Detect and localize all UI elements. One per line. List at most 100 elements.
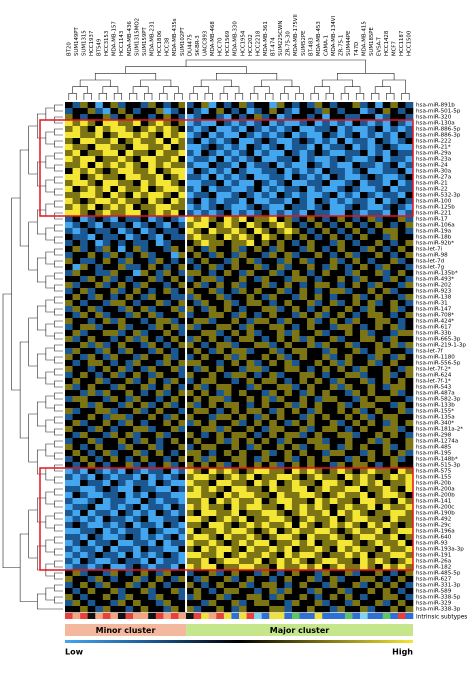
heatmap-cell xyxy=(314,474,323,481)
heatmap-cell xyxy=(367,198,376,205)
heatmap-cell xyxy=(367,456,376,463)
heatmap-cell xyxy=(87,588,96,595)
heatmap-cell xyxy=(95,534,104,541)
heatmap-cell xyxy=(65,264,73,271)
heatmap-cell xyxy=(102,330,111,337)
subtype-cell xyxy=(216,613,225,619)
heatmap-cell xyxy=(133,204,141,211)
heatmap-cell xyxy=(95,186,104,193)
heatmap-cell xyxy=(80,390,88,397)
heatmap-cell xyxy=(344,336,353,343)
heatmap-cell xyxy=(337,582,346,589)
heatmap-cell xyxy=(261,144,270,151)
heatmap-cell xyxy=(329,174,338,181)
heatmap-cell xyxy=(95,408,104,415)
heatmap-cell xyxy=(216,474,225,481)
heatmap-cell xyxy=(261,162,270,169)
heatmap-cell xyxy=(322,594,331,601)
heatmap-cell xyxy=(291,264,300,271)
heatmap-cell xyxy=(163,108,172,115)
heatmap-cell xyxy=(87,186,96,193)
heatmap-cell xyxy=(269,492,278,499)
heatmap-cell xyxy=(87,474,96,481)
heatmap-cell xyxy=(284,468,293,475)
subtype-cell xyxy=(261,613,270,619)
heatmap-cell xyxy=(337,444,346,451)
heatmap-cell xyxy=(163,210,172,217)
heatmap-cell xyxy=(102,390,111,397)
heatmap-cell xyxy=(201,264,210,271)
heatmap-cell xyxy=(375,456,384,463)
dendrogram-branch xyxy=(54,356,63,364)
heatmap-cell xyxy=(72,522,81,529)
heatmap-cell xyxy=(208,438,217,445)
heatmap-cell xyxy=(314,600,323,607)
heatmap-cell xyxy=(87,108,96,115)
column-label: MDA-MB-415 xyxy=(361,21,367,56)
subtype-cell xyxy=(360,613,368,619)
heatmap-cell xyxy=(80,330,88,337)
heatmap-cell xyxy=(223,474,232,481)
heatmap-cell xyxy=(117,600,126,607)
heatmap-cell xyxy=(231,318,240,325)
heatmap-cell xyxy=(102,222,111,229)
heatmap-cell xyxy=(360,312,368,319)
heatmap-cell xyxy=(216,138,225,145)
heatmap-cell xyxy=(367,150,376,157)
heatmap-cell xyxy=(254,486,262,493)
heatmap-cell xyxy=(223,126,232,133)
heatmap-cell xyxy=(405,456,414,463)
heatmap-cell xyxy=(102,426,111,433)
heatmap-cell xyxy=(178,192,187,199)
heatmap-cell xyxy=(246,402,255,409)
heatmap-cell xyxy=(208,384,217,391)
heatmap-cell xyxy=(148,162,157,169)
heatmap-cell xyxy=(140,138,149,145)
heatmap-cell xyxy=(155,606,164,613)
heatmap-cell xyxy=(148,474,157,481)
heatmap-cell xyxy=(216,174,225,181)
heatmap-cell xyxy=(344,180,353,187)
heatmap-cell xyxy=(102,528,111,535)
heatmap-cell xyxy=(223,120,232,127)
heatmap-cell xyxy=(148,444,157,451)
heatmap-cell xyxy=(80,582,88,589)
heatmap-cell xyxy=(239,414,247,421)
heatmap-cell xyxy=(367,378,376,385)
heatmap-cell xyxy=(87,216,96,223)
heatmap-cell xyxy=(133,510,141,517)
heatmap-cell xyxy=(246,138,255,145)
heatmap-cell xyxy=(375,300,384,307)
heatmap-cell xyxy=(291,570,300,577)
heatmap-cell xyxy=(186,246,194,253)
heatmap-cell xyxy=(231,606,240,613)
heatmap-cell xyxy=(231,330,240,337)
heatmap-cell xyxy=(110,258,119,265)
heatmap-cell xyxy=(405,156,414,163)
heatmap-cell xyxy=(291,216,300,223)
heatmap-cell xyxy=(155,396,164,403)
heatmap-cell xyxy=(80,396,88,403)
heatmap-cell xyxy=(261,258,270,265)
heatmap-cell xyxy=(140,192,149,199)
heatmap-cell xyxy=(170,168,179,175)
heatmap-cell xyxy=(95,378,104,385)
heatmap-cell xyxy=(261,504,270,511)
row-label: hsa-miR-196a xyxy=(416,529,455,535)
heatmap-cell xyxy=(382,156,391,163)
heatmap-cell xyxy=(375,324,384,331)
heatmap-cell xyxy=(291,600,300,607)
heatmap-cell xyxy=(65,582,73,589)
heatmap-cell xyxy=(110,444,119,451)
heatmap-cell xyxy=(397,606,406,613)
heatmap-cell xyxy=(186,408,194,415)
heatmap-cell xyxy=(117,528,126,535)
heatmap-cell xyxy=(314,522,323,529)
heatmap-cell xyxy=(314,420,323,427)
heatmap-cell xyxy=(291,462,300,469)
heatmap-cell xyxy=(133,534,141,541)
heatmap-cell xyxy=(193,180,202,187)
heatmap-cell xyxy=(201,126,210,133)
heatmap-cell xyxy=(155,348,164,355)
heatmap-cell xyxy=(87,402,96,409)
